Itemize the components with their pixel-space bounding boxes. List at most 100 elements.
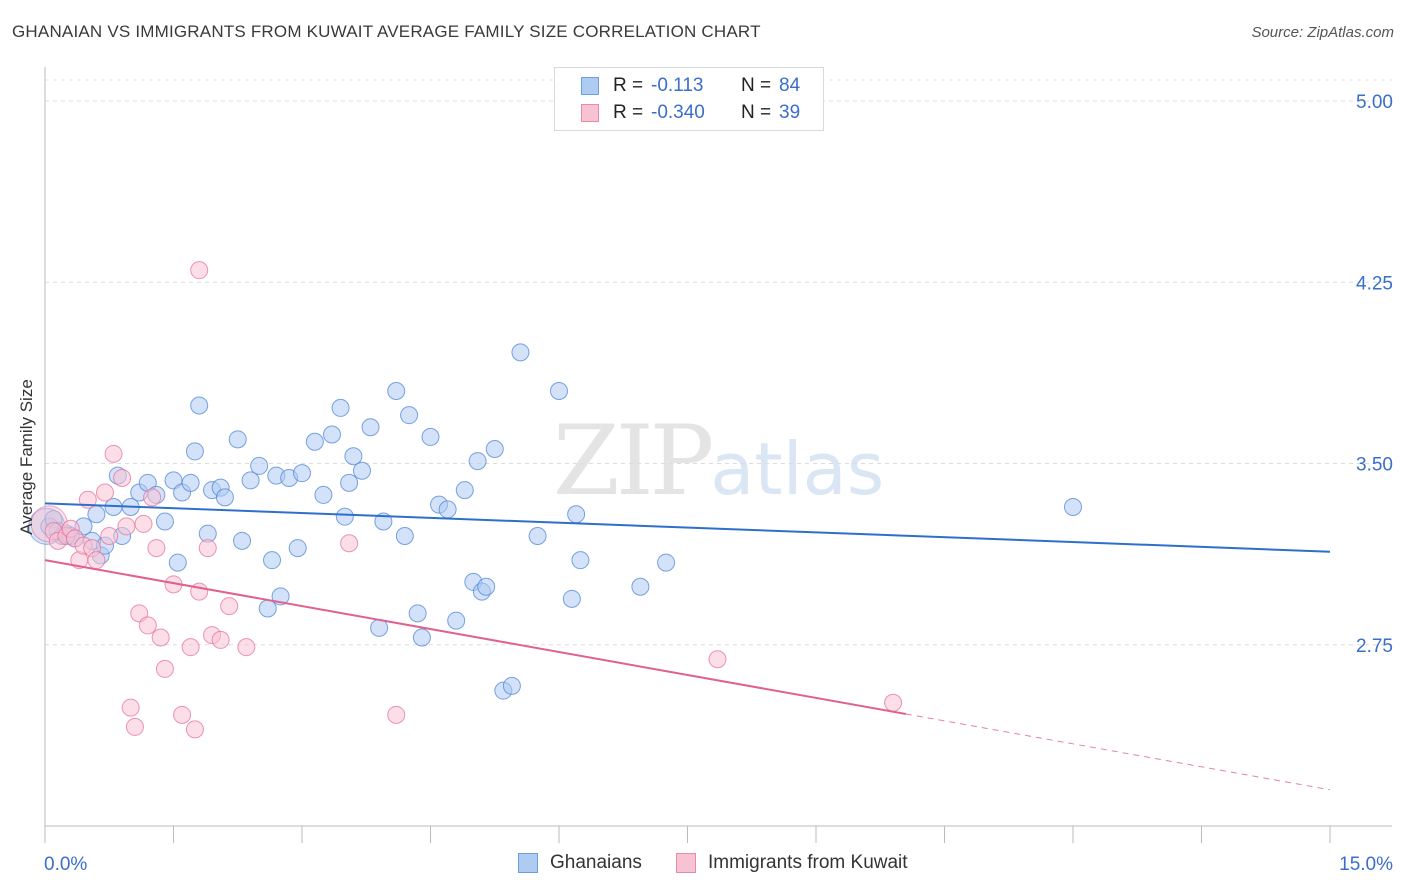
data-point — [168, 553, 187, 572]
data-point — [125, 717, 144, 736]
data-point — [322, 425, 341, 444]
data-point — [884, 693, 903, 712]
data-point — [631, 577, 650, 596]
data-point — [340, 534, 359, 553]
data-point — [400, 406, 419, 425]
data-point — [241, 471, 260, 490]
data-point — [104, 444, 123, 463]
data-point — [237, 638, 256, 657]
data-point — [455, 481, 474, 500]
data-point — [387, 705, 406, 724]
data-point — [305, 432, 324, 451]
data-point — [190, 261, 209, 280]
data-point — [215, 488, 234, 507]
data-point — [121, 698, 140, 717]
data-point — [511, 343, 530, 362]
data-point — [143, 488, 162, 507]
data-point — [258, 599, 277, 618]
legend-swatch-blue — [518, 853, 538, 873]
data-point — [181, 638, 200, 657]
y-tick-label: 5.00 — [1356, 92, 1393, 113]
data-point — [344, 447, 363, 466]
r-label: R = — [613, 75, 644, 96]
data-point — [220, 597, 239, 616]
legend-swatch-blue — [581, 77, 599, 95]
data-point — [288, 539, 307, 558]
y-axis-label: Average Family Size — [17, 379, 36, 535]
data-point — [387, 382, 406, 400]
trend-line-extension — [905, 713, 1331, 791]
data-point — [113, 469, 132, 487]
data-point — [528, 527, 547, 545]
data-point — [250, 456, 269, 475]
data-point — [293, 464, 311, 483]
data-point — [477, 577, 496, 596]
data-point — [1064, 498, 1082, 516]
data-point — [412, 628, 431, 647]
n-value: 39 — [779, 102, 801, 123]
y-tick-label: 2.75 — [1356, 636, 1393, 657]
chart-title: GHANAIAN VS IMMIGRANTS FROM KUWAIT AVERA… — [12, 22, 761, 41]
trend-line — [44, 559, 907, 715]
stats-legend: R = -0.113 N = 84 R = -0.340 N = 39 — [554, 67, 824, 131]
data-point — [181, 473, 200, 492]
watermark-zip: ZIP — [553, 405, 714, 517]
data-point — [185, 442, 204, 461]
data-point — [95, 483, 114, 502]
n-label: N = — [741, 75, 772, 96]
data-point — [485, 440, 504, 458]
data-point — [395, 527, 414, 545]
data-point — [657, 553, 676, 572]
legend-label: Ghanaians — [550, 852, 642, 873]
source-label: Source: ZipAtlas.com — [1251, 24, 1394, 41]
r-label: R = — [613, 102, 644, 123]
data-point — [438, 500, 457, 519]
data-point — [361, 418, 380, 437]
data-point — [117, 517, 136, 536]
legend-swatch-pink — [676, 853, 696, 873]
x-tick-label: 0.0% — [44, 854, 87, 875]
y-tick-label: 4.25 — [1356, 273, 1393, 294]
data-point — [335, 507, 354, 526]
n-value: 84 — [779, 75, 801, 96]
r-value: -0.340 — [651, 102, 705, 123]
data-point — [314, 485, 333, 504]
data-point — [198, 539, 217, 558]
data-point — [151, 628, 170, 647]
data-point — [155, 659, 174, 678]
data-point — [571, 551, 590, 570]
data-point — [185, 720, 204, 739]
data-point — [173, 705, 192, 724]
data-point — [502, 676, 521, 695]
series-legend: Ghanaians Immigrants from Kuwait — [0, 852, 1406, 878]
data-point — [408, 604, 427, 623]
data-point — [468, 452, 487, 471]
data-point — [562, 589, 581, 608]
legend-label: Immigrants from Kuwait — [708, 852, 908, 873]
data-point — [352, 461, 371, 480]
data-point — [134, 514, 153, 533]
data-point — [421, 427, 440, 446]
x-tick-label: 15.0% — [1339, 854, 1393, 875]
data-point — [100, 527, 119, 545]
trend-line — [44, 502, 1331, 553]
legend-row-kuwait: R = -0.340 N = 39 — [581, 101, 800, 125]
data-point — [211, 630, 230, 649]
data-point — [190, 582, 209, 601]
legend-swatch-pink — [581, 104, 599, 122]
data-point — [155, 512, 174, 531]
y-tick-label: 3.50 — [1356, 455, 1393, 476]
watermark: ZIPatlas — [553, 405, 884, 517]
legend-row-ghanaians: R = -0.113 N = 84 — [581, 74, 800, 98]
data-point — [331, 398, 350, 417]
data-point — [708, 650, 727, 669]
data-point — [87, 551, 106, 570]
legend-item-ghanaians[interactable]: Ghanaians — [518, 852, 642, 874]
r-value: -0.113 — [651, 75, 704, 96]
data-point — [550, 382, 568, 400]
data-point — [147, 539, 166, 558]
watermark-atlas: atlas — [710, 427, 885, 511]
legend-item-kuwait[interactable]: Immigrants from Kuwait — [676, 852, 908, 874]
data-point — [340, 473, 359, 492]
